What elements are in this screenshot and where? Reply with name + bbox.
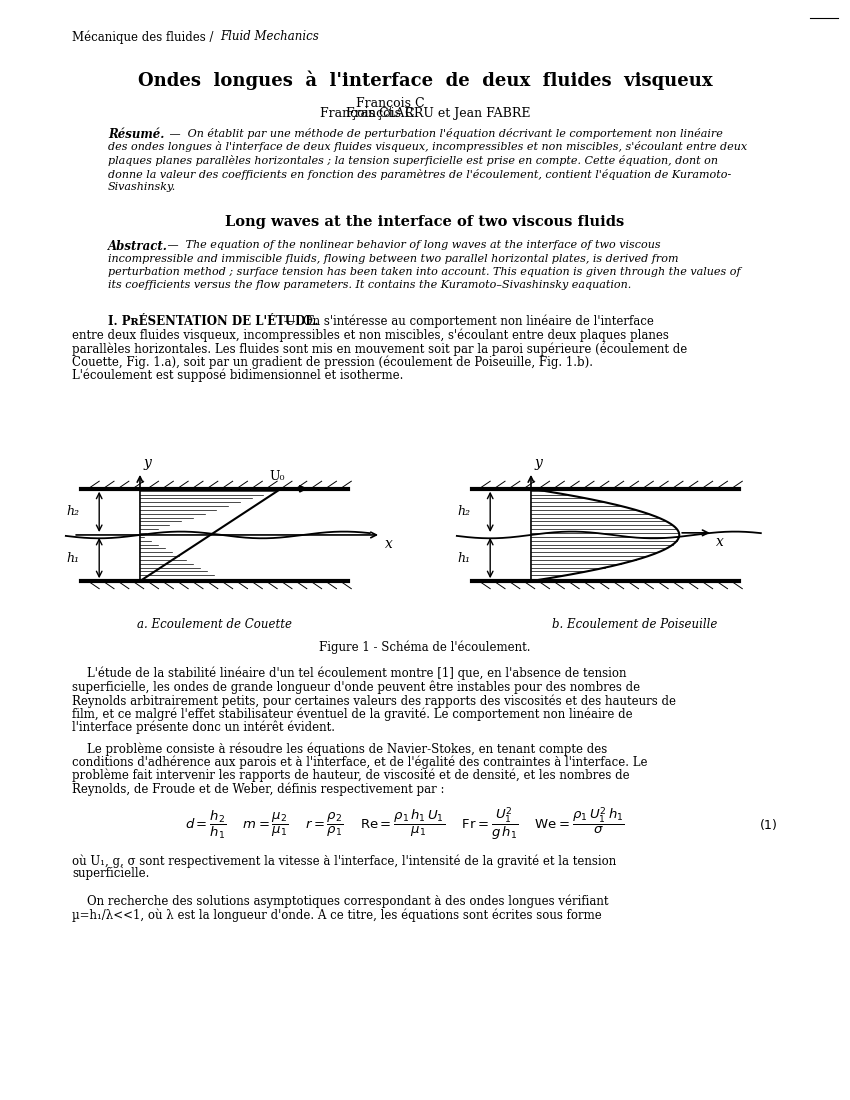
Text: L'étude de la stabilité linéaire d'un tel écoulement montre [1] que, en l'absenc: L'étude de la stabilité linéaire d'un te… xyxy=(72,667,626,681)
Text: $(1)$: $(1)$ xyxy=(759,816,778,832)
Text: entre deux fluides visqueux, incompressibles et non miscibles, s'écoulant entre : entre deux fluides visqueux, incompressi… xyxy=(72,329,669,342)
Text: I. PʀÉSENTATION DE L'ÉTUDE.: I. PʀÉSENTATION DE L'ÉTUDE. xyxy=(108,315,319,328)
Text: Reynolds, de Froude et de Weber, définis respectivement par :: Reynolds, de Froude et de Weber, définis… xyxy=(72,782,445,796)
Text: L'écoulement est supposé bidimensionnel et isotherme.: L'écoulement est supposé bidimensionnel … xyxy=(72,368,404,383)
Text: des ondes longues à l'interface de deux fluides visqueux, incompressibles et non: des ondes longues à l'interface de deux … xyxy=(108,142,747,153)
Text: —  On s'intéresse au comportement non linéaire de l'interface: — On s'intéresse au comportement non lin… xyxy=(280,315,654,329)
Text: Reynolds arbitrairement petits, pour certaines valeurs des rapports des viscosit: Reynolds arbitrairement petits, pour cer… xyxy=(72,694,676,707)
Text: a. Ecoulement de Couette: a. Ecoulement de Couette xyxy=(138,618,292,631)
Text: François C: François C xyxy=(346,107,415,120)
Text: U₀: U₀ xyxy=(269,471,286,483)
Text: h₂: h₂ xyxy=(67,505,80,518)
Text: h₂: h₂ xyxy=(458,505,471,518)
Text: x: x xyxy=(717,535,724,549)
Text: l'interface présente donc un intérêt évident.: l'interface présente donc un intérêt évi… xyxy=(72,720,335,735)
Text: problème fait intervenir les rapports de hauteur, de viscosité et de densité, et: problème fait intervenir les rapports de… xyxy=(72,769,630,782)
Text: Couette, Fig. 1.a), soit par un gradient de pression (écoulement de Poiseuille, : Couette, Fig. 1.a), soit par un gradient… xyxy=(72,355,593,368)
Text: Sivashinsky.: Sivashinsky. xyxy=(108,182,176,192)
Text: —  On établit par une méthode de perturbation l'équation décrivant le comporteme: — On établit par une méthode de perturba… xyxy=(166,128,722,139)
Text: x: x xyxy=(385,537,393,551)
Text: h₁: h₁ xyxy=(67,551,80,564)
Text: François C: François C xyxy=(356,97,425,110)
Text: Mécanique des fluides /: Mécanique des fluides / xyxy=(72,30,218,44)
Text: its coefficients versus the flow parameters. It contains the Kuramoto–Sivashinsk: its coefficients versus the flow paramet… xyxy=(108,280,632,290)
Text: superficielle.: superficielle. xyxy=(72,868,150,880)
Text: incompressible and immiscible fluids, flowing between two parallel horizontal pl: incompressible and immiscible fluids, fl… xyxy=(108,253,678,264)
Text: y: y xyxy=(535,455,542,470)
Text: y: y xyxy=(144,455,151,470)
Text: b. Ecoulement de Poiseuille: b. Ecoulement de Poiseuille xyxy=(552,618,717,631)
Text: François CʟARRU et Jean FABRE: François CʟARRU et Jean FABRE xyxy=(320,107,530,120)
Text: Figure 1 - Schéma de l'écoulement.: Figure 1 - Schéma de l'écoulement. xyxy=(320,640,530,653)
Text: On recherche des solutions asymptotiques correspondant à des ondes longues vérif: On recherche des solutions asymptotiques… xyxy=(72,895,609,909)
Text: Le problème consiste à résoudre les équations de Navier-Stokes, en tenant compte: Le problème consiste à résoudre les équa… xyxy=(72,742,607,756)
Text: donne la valeur des coefficients en fonction des paramètres de l'écoulement, con: donne la valeur des coefficients en fonc… xyxy=(108,168,731,179)
Text: superficielle, les ondes de grande longueur d'onde peuvent être instables pour d: superficielle, les ondes de grande longu… xyxy=(72,681,640,694)
Text: µ=h₁/λ<<1, où λ est la longueur d'onde. A ce titre, les équations sont écrites s: µ=h₁/λ<<1, où λ est la longueur d'onde. … xyxy=(72,909,602,922)
Text: h₁: h₁ xyxy=(458,551,471,564)
Text: où U₁, g, σ sont respectivement la vitesse à l'interface, l'intensité de la grav: où U₁, g, σ sont respectivement la vites… xyxy=(72,854,616,868)
Text: perturbation method ; surface tension has been taken into account. This equation: perturbation method ; surface tension ha… xyxy=(108,267,740,277)
Text: $d = \dfrac{h_2}{h_1}$    $m = \dfrac{\mu_2}{\mu_1}$    $r = \dfrac{\rho_2}{\rho: $d = \dfrac{h_2}{h_1}$ $m = \dfrac{\mu_2… xyxy=(185,805,625,843)
Text: —  The equation of the nonlinear behavior of long waves at the interface of two : — The equation of the nonlinear behavior… xyxy=(164,240,660,250)
Text: Résumé.: Résumé. xyxy=(108,128,164,141)
Text: film, et ce malgré l'effet stabilisateur éventuel de la gravité. Le comportement: film, et ce malgré l'effet stabilisateur… xyxy=(72,707,632,721)
Text: conditions d'adhérence aux parois et à l'interface, et de l'égalité des contrain: conditions d'adhérence aux parois et à l… xyxy=(72,756,648,769)
Text: plaques planes parallèles horizontales ; la tension superficielle est prise en c: plaques planes parallèles horizontales ;… xyxy=(108,155,718,166)
Text: Fluid Mechanics: Fluid Mechanics xyxy=(220,30,319,43)
Text: Abstract.: Abstract. xyxy=(108,240,167,253)
Text: Ondes  longues  à  l'interface  de  deux  fluides  visqueux: Ondes longues à l'interface de deux flui… xyxy=(138,70,712,89)
Text: parallèles horizontales. Les fluides sont mis en mouvement soit par la paroi sup: parallèles horizontales. Les fluides son… xyxy=(72,342,688,355)
Text: Long waves at the interface of two viscous fluids: Long waves at the interface of two visco… xyxy=(225,214,625,229)
